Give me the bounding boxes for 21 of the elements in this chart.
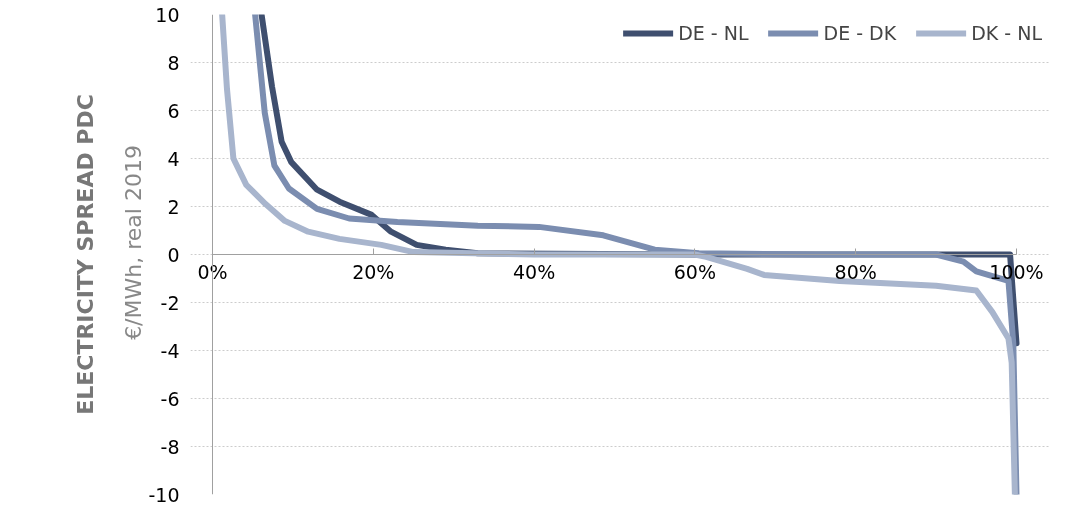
y-tick-label: 0 bbox=[167, 243, 180, 266]
x-tick-label: 0% bbox=[197, 260, 228, 283]
y-tick-label: -10 bbox=[148, 483, 180, 506]
y-tick-label: -2 bbox=[160, 291, 180, 314]
y-tick-label: 2 bbox=[167, 195, 180, 218]
y-tick-label: -8 bbox=[160, 435, 180, 458]
x-tick-label: 40% bbox=[512, 260, 556, 283]
y-axis-title: ELECTRICITY SPREAD PDC bbox=[73, 94, 99, 415]
legend-label: DE - DK bbox=[823, 22, 897, 44]
y-tick-label: 6 bbox=[167, 99, 180, 122]
legend-label: DK - NL bbox=[971, 22, 1042, 44]
y-tick-label: 8 bbox=[167, 51, 180, 74]
legend-label: DE - NL bbox=[678, 22, 749, 44]
x-tick-label: 20% bbox=[352, 260, 395, 283]
y-tick-label: 10 bbox=[155, 3, 180, 26]
x-tick-label: 80% bbox=[834, 260, 877, 283]
y-tick-label: 4 bbox=[167, 147, 180, 170]
text: €/MWh, real 2019 bbox=[120, 145, 146, 340]
y-tick-label: -6 bbox=[160, 387, 180, 410]
x-tick-label: 60% bbox=[673, 260, 717, 283]
y-tick-label: -4 bbox=[160, 339, 180, 362]
